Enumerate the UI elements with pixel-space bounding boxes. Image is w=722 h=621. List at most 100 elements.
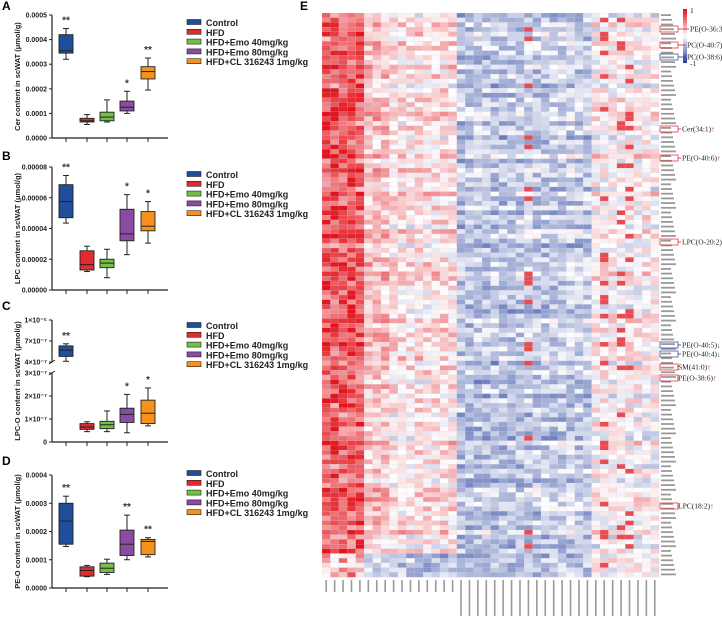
heatmap-cell [347,126,356,131]
heatmap-cell [507,309,516,314]
heatmap-cell [381,375,390,380]
heatmap-cell [600,27,609,32]
heatmap-cell [389,281,398,286]
heatmap-cell [566,107,575,112]
heatmap-cell [642,65,651,70]
heatmap-cell [474,530,483,535]
heatmap-cell [642,319,651,324]
heatmap-cell [465,248,474,253]
heatmap-cell [592,173,601,178]
heatmap-cell [322,243,331,248]
heatmap-cell [373,239,382,244]
heatmap-cell [583,408,592,413]
heatmap-cell [592,192,601,197]
legend-swatch [187,181,201,186]
heatmap-cell [516,107,525,112]
heatmap-cell [465,187,474,192]
heatmap-cell [423,511,432,516]
heatmap-cell [406,511,415,516]
heatmap-cell [448,497,457,502]
heatmap-cell [558,521,567,526]
heatmap-cell [516,135,525,140]
heatmap-cell [398,535,407,540]
heatmap-cell [474,107,483,112]
heatmap-cell [625,328,634,333]
heatmap-cell [381,107,390,112]
heatmap-cell [507,267,516,272]
heatmap-cell [330,304,339,309]
heatmap-cell [448,276,457,281]
heatmap-cell [330,380,339,385]
heatmap-cell [634,51,643,56]
heatmap-cell [600,413,609,418]
heatmap-cell [457,131,466,136]
heatmap-cell [457,286,466,291]
heatmap-cell [592,304,601,309]
heatmap-cell [364,163,373,168]
heatmap-cell [432,286,441,291]
heatmap-cell [549,539,558,544]
heatmap-cell [533,225,542,230]
heatmap-cell [432,384,441,389]
heatmap-cell [398,27,407,32]
heatmap-cell [474,22,483,27]
heatmap-cell [457,210,466,215]
heatmap-cell [617,422,626,427]
heatmap-cell [347,549,356,554]
heatmap-cell [322,558,331,563]
heatmap-cell [499,516,508,521]
heatmap-cell [330,88,339,93]
heatmap-cell [373,98,382,103]
heatmap-cell [608,192,617,197]
heatmap-cell [398,159,407,164]
heatmap-cell [566,384,575,389]
heatmap-cell [364,98,373,103]
heatmap-cell [592,41,601,46]
heatmap-cell [406,549,415,554]
heatmap-cell [634,126,643,131]
heatmap-cell [516,225,525,230]
heatmap-cell [364,140,373,145]
heatmap-cell [524,173,533,178]
heatmap-cell [381,314,390,319]
heatmap-cell [457,389,466,394]
box-iqr [120,530,134,555]
heatmap-cell [549,441,558,446]
heatmap-cell [381,220,390,225]
heatmap-cell [491,535,500,540]
heatmap-cell [356,441,365,446]
heatmap-cell [423,304,432,309]
heatmap-cell [448,370,457,375]
heatmap-cell [617,319,626,324]
heatmap-cell [339,347,348,352]
heatmap-cell [642,272,651,277]
heatmap-cell [575,196,584,201]
heatmap-cell [432,257,441,262]
heatmap-cell [432,163,441,168]
heatmap-cell [432,474,441,479]
heatmap-cell [642,229,651,234]
heatmap-cell [364,389,373,394]
heatmap-cell [491,253,500,258]
heatmap-cell [491,272,500,277]
heatmap-cell [592,431,601,436]
heatmap-cell [347,469,356,474]
heatmap-cell [356,380,365,385]
heatmap-cell [373,201,382,206]
heatmap-cell [364,304,373,309]
heatmap-cell [592,37,601,42]
heatmap-cell [583,563,592,568]
heatmap-cell [625,22,634,27]
heatmap-cell [651,239,660,244]
heatmap-cell [415,361,424,366]
heatmap-cell [507,507,516,512]
heatmap-cell [549,337,558,342]
heatmap-cell [549,525,558,530]
heatmap-cell [440,116,449,121]
heatmap-cell [516,370,525,375]
heatmap-cell [415,398,424,403]
heatmap-cell [600,431,609,436]
heatmap-cell [389,366,398,371]
heatmap-cell [322,229,331,234]
heatmap-cell [617,178,626,183]
